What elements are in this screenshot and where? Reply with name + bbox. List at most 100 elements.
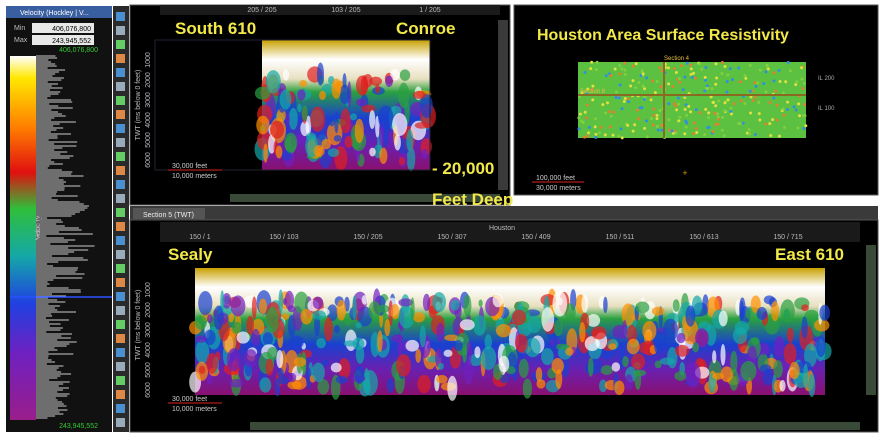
texture (676, 332, 686, 344)
map-dot (620, 107, 624, 111)
bottom-value: 243,945,552 (59, 423, 98, 430)
texture (297, 89, 306, 101)
top-y-axis-label: TWT (ms below 0 feet) (135, 70, 142, 141)
texture (355, 322, 362, 329)
tool-icon (116, 96, 125, 105)
map-dot (623, 96, 627, 100)
texture (522, 378, 532, 399)
map-dot (595, 60, 599, 64)
texture (316, 337, 326, 349)
map-dot (685, 113, 689, 117)
tool-icon (116, 124, 125, 133)
texture (691, 295, 703, 316)
x-tick-label: 150 / 1 (189, 234, 211, 241)
map-dot (670, 129, 674, 133)
texture (624, 374, 634, 391)
map-dot (584, 116, 588, 120)
top-label-right: Conroe (396, 19, 456, 38)
map-dot (655, 117, 659, 121)
map-dot (685, 61, 689, 65)
y-tick-label: 1000 (145, 52, 152, 68)
texture (638, 341, 653, 354)
map-dot (611, 133, 615, 137)
top-y-ticks: 1000 2000 3000 4000 5000 6000 (145, 52, 152, 168)
map-dot (725, 80, 729, 84)
map-dot (706, 116, 710, 120)
texture (599, 379, 608, 393)
texture (334, 111, 339, 134)
max-field[interactable] (32, 35, 94, 45)
map-dot (655, 79, 659, 83)
texture (338, 358, 351, 379)
map-dot (723, 65, 727, 69)
texture (265, 70, 281, 94)
texture (405, 339, 419, 352)
map-dot (608, 125, 612, 129)
texture (328, 117, 336, 127)
map-dot (643, 126, 647, 130)
texture (369, 76, 383, 86)
tool-icon (116, 292, 125, 301)
texture (295, 133, 306, 145)
map-dot (751, 99, 755, 103)
texture (326, 304, 338, 322)
color-ramp (10, 56, 36, 420)
texture (581, 294, 589, 313)
map-dot (645, 119, 649, 123)
texture (740, 360, 757, 382)
map-dot (626, 123, 630, 127)
texture (526, 315, 542, 334)
texture (282, 298, 287, 306)
texture (608, 343, 617, 350)
map-dot (739, 99, 743, 103)
max-label: Max (14, 37, 28, 44)
texture (553, 332, 558, 350)
top-frame (154, 39, 431, 171)
map-dot (772, 79, 776, 83)
texture (739, 297, 746, 319)
bottom-vscroll[interactable] (866, 245, 876, 395)
tab[interactable] (133, 208, 205, 219)
map-dot (638, 106, 642, 110)
texture (816, 336, 826, 358)
tab-bar (130, 206, 878, 220)
texture (412, 312, 425, 323)
map-dot (658, 66, 662, 70)
texture (362, 370, 378, 396)
texture (369, 147, 376, 157)
texture (786, 327, 794, 343)
map-dot (636, 108, 640, 112)
texture (327, 148, 340, 158)
map-dot (660, 123, 664, 127)
map-dot (775, 103, 779, 107)
texture (651, 306, 665, 316)
map-dot (777, 68, 781, 72)
texture (316, 62, 325, 86)
bottom-hscroll[interactable] (250, 422, 860, 430)
texture (377, 105, 394, 130)
map-dot (725, 90, 729, 94)
map-dot (749, 95, 753, 99)
map-dot (618, 63, 622, 67)
texture (515, 333, 528, 353)
texture (591, 326, 607, 340)
map-dot (712, 100, 716, 104)
top-vscroll[interactable] (498, 20, 508, 190)
map-dot (753, 81, 757, 85)
texture (335, 375, 348, 384)
top-hscroll[interactable] (230, 194, 500, 202)
map-dot (614, 96, 618, 100)
texture (275, 145, 283, 159)
bottom-x-ticks: 150 / 1 150 / 103 150 / 205 150 / 307 150 / … (189, 234, 802, 241)
map-dot (764, 70, 768, 74)
tool-icon (116, 348, 125, 357)
texture (462, 344, 468, 363)
texture (300, 308, 313, 325)
map-dot (613, 67, 617, 71)
texture (355, 98, 367, 107)
min-field[interactable] (32, 23, 94, 33)
texture (385, 75, 393, 88)
map-dot (618, 83, 622, 87)
map-il-bottom: IL 100 (818, 106, 835, 112)
map-dot (769, 134, 773, 138)
